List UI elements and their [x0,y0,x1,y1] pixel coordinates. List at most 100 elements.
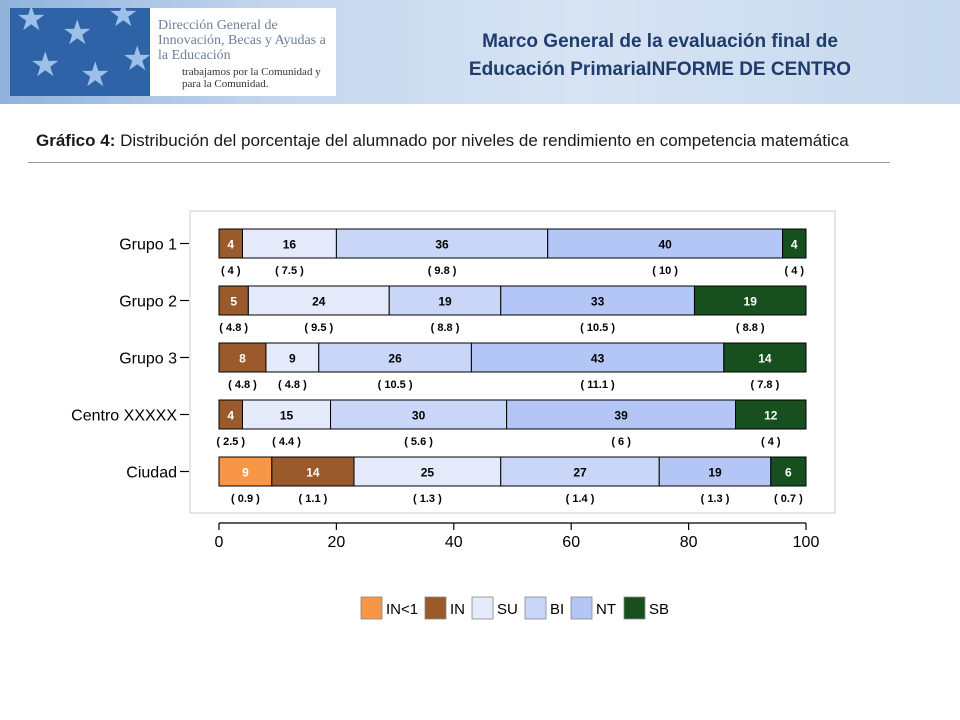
value-label-grupo-1-sb: 4 [791,238,798,252]
document-title-line-1: Marco General de la evaluación final de [482,31,838,52]
value-label-centro-xxxxx-bi: 30 [412,409,426,423]
se-label-grupo-1-in: ( 4 ) [221,265,241,277]
legend-label-bi: BI [550,601,564,618]
value-label-grupo-1-su: 16 [283,238,297,252]
se-label-centro-xxxxx-sb: ( 4 ) [761,436,781,448]
star-pattern-icon: ★ ★ ★ ★ ★ ★ [10,8,150,96]
se-label-ciudad-in1: ( 0.9 ) [231,493,260,505]
legend-swatch-in1 [360,596,383,620]
value-label-centro-xxxxx-sb: 12 [764,409,778,423]
value-label-centro-xxxxx-in: 4 [227,409,234,423]
legend-label-in1: IN<1 [386,601,418,618]
bar-segment-ciudad-nt [658,456,772,487]
se-label-grupo-1-nt: ( 10 ) [652,265,678,277]
bar-segment-grupo-2-su [247,285,390,316]
value-label-grupo-1-nt: 40 [658,238,672,252]
title-divider [28,162,890,163]
se-label-grupo-3-in: ( 4.8 ) [228,379,257,391]
bar-segment-grupo-1-sb [782,228,807,259]
bar-segment-centro-xxxxx-su [241,399,332,430]
legend-label-in: IN [450,601,465,618]
category-label-centro-xxxxx: Centro XXXXX [71,408,177,425]
x-tick-label-60: 60 [562,534,580,551]
bar-segment-ciudad-su [353,456,502,487]
legend-swatch-bi [524,596,547,620]
se-label-ciudad-bi: ( 1.4 ) [566,493,595,505]
se-label-grupo-3-sb: ( 7.8 ) [751,379,780,391]
value-label-ciudad-in: 14 [306,466,320,480]
se-label-grupo-1-su: ( 7.5 ) [275,265,304,277]
value-label-grupo-2-in: 5 [230,295,237,309]
x-tick-label-100: 100 [793,534,820,551]
logo-text: Dirección General de Innovación, Becas y… [158,18,326,63]
bar-segment-grupo-2-bi [388,285,502,316]
value-label-grupo-3-su: 9 [289,352,296,366]
bar-segment-grupo-3-in [218,342,267,373]
value-label-grupo-3-in: 8 [239,352,246,366]
chart-title: Gráfico 4: Distribución del porcentaje d… [36,131,916,151]
institution-logo: ★ ★ ★ ★ ★ ★ Dirección General de Innovac… [10,8,336,96]
value-label-grupo-3-nt: 43 [591,352,605,366]
category-label-grupo-2: Grupo 2 [119,294,177,311]
category-label-grupo-1: Grupo 1 [119,237,177,254]
bar-segment-grupo-3-sb [723,342,807,373]
se-label-ciudad-nt: ( 1.3 ) [701,493,730,505]
x-tick-label-40: 40 [445,534,463,551]
se-label-centro-xxxxx-bi: ( 5.6 ) [404,436,433,448]
category-label-grupo-3: Grupo 3 [119,351,177,368]
value-label-grupo-3-bi: 26 [388,352,402,366]
legend-swatch-sb [623,596,646,620]
se-label-grupo-1-sb: ( 4 ) [784,265,804,277]
se-label-grupo-2-nt: ( 10.5 ) [580,322,615,334]
bar-segment-grupo-3-su [265,342,320,373]
value-label-ciudad-bi: 27 [573,466,587,480]
value-label-grupo-2-su: 24 [312,295,326,309]
bar-segment-ciudad-in1 [218,456,273,487]
bar-segment-ciudad-in [271,456,355,487]
document-title: Marco General de la evaluación final de … [420,28,900,84]
value-label-grupo-1-in: 4 [227,238,234,252]
legend-swatch-in [424,596,447,620]
x-tick-label-0: 0 [215,534,224,551]
bar-segment-centro-xxxxx-nt [506,399,737,430]
se-label-grupo-2-sb: ( 8.8 ) [736,322,765,334]
bar-segment-centro-xxxxx-sb [735,399,807,430]
legend-label-nt: NT [596,601,616,618]
se-label-grupo-2-su: ( 9.5 ) [304,322,333,334]
se-label-centro-xxxxx-in: ( 2.5 ) [216,436,245,448]
x-tick-label-80: 80 [680,534,698,551]
se-label-grupo-3-bi: ( 10.5 ) [378,379,413,391]
bar-segment-grupo-1-nt [547,228,784,259]
se-label-grupo-2-in: ( 4.8 ) [219,322,248,334]
document-title-line-2: Educación PrimariaINFORME DE CENTRO [468,59,852,80]
header-band: ★ ★ ★ ★ ★ ★ Dirección General de Innovac… [0,0,960,104]
value-label-grupo-2-nt: 33 [591,295,605,309]
bar-segment-grupo-1-su [241,228,337,259]
se-label-grupo-2-bi: ( 8.8 ) [431,322,460,334]
logo-subtitle: trabajamos por la Comunidad y para la Co… [182,66,321,90]
bar-segment-ciudad-bi [500,456,660,487]
se-label-ciudad-su: ( 1.3 ) [413,493,442,505]
value-label-ciudad-nt: 19 [708,466,722,480]
value-label-centro-xxxxx-su: 15 [280,409,294,423]
bar-segment-grupo-2-sb [693,285,807,316]
category-label-ciudad: Ciudad [126,465,177,482]
legend-swatch-nt [570,596,593,620]
bar-segment-ciudad-sb [770,456,807,487]
se-label-grupo-1-bi: ( 9.8 ) [428,265,457,277]
se-label-grupo-3-su: ( 4.8 ) [278,379,307,391]
legend-label-su: SU [497,601,518,618]
bar-segment-centro-xxxxx-bi [330,399,508,430]
value-label-grupo-1-bi: 36 [435,238,449,252]
legend-label-sb: SB [649,601,669,618]
value-label-ciudad-in1: 9 [242,466,249,480]
value-label-ciudad-su: 25 [421,466,435,480]
value-label-grupo-2-sb: 19 [744,295,758,309]
chart-title-label: Gráfico 4: [36,131,116,150]
bar-segment-grupo-3-nt [470,342,725,373]
se-label-centro-xxxxx-su: ( 4.4 ) [272,436,301,448]
bar-segment-grupo-2-nt [500,285,695,316]
legend-swatch-su [471,596,494,620]
bar-segment-grupo-2-in [218,285,249,316]
